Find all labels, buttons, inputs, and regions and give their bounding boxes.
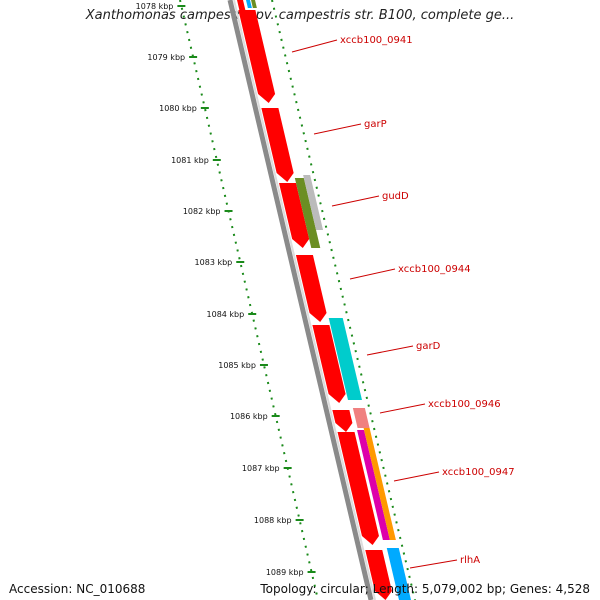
gene-block-gudD-rna xyxy=(303,175,324,230)
cds-block xyxy=(332,410,353,432)
gene-leader-line xyxy=(291,39,338,53)
cds-block xyxy=(295,255,327,322)
accession-text: Accession: NC_010688 xyxy=(9,582,146,596)
ruler-label: 1079 kbp xyxy=(147,53,185,62)
gene-block-xccb100_0947-b xyxy=(363,428,396,540)
ruler-label: 1082 kbp xyxy=(183,207,221,216)
cds-block xyxy=(312,325,346,403)
gene-block-garD xyxy=(328,318,362,400)
gene-leader-line xyxy=(393,471,440,482)
ruler-label: 1085 kbp xyxy=(218,361,256,370)
ruler-label: 1084 kbp xyxy=(207,310,245,319)
ruler-label: 1089 kbp xyxy=(266,568,304,577)
gene-label: rlhA xyxy=(460,555,480,566)
ruler-dots-outer xyxy=(271,0,416,600)
ruler-label: 1083 kbp xyxy=(195,258,233,267)
ruler-label: 1086 kbp xyxy=(230,412,268,421)
ruler-label: 1081 kbp xyxy=(171,156,209,165)
cds-block xyxy=(261,108,294,182)
genome-summary-text: Topology: circular; Length: 5,079,002 bp… xyxy=(260,582,590,596)
gene-leader-line xyxy=(331,195,380,207)
backbone-line xyxy=(227,0,374,600)
gene-block-xccb100_0947 xyxy=(357,430,390,540)
gene-label: gudD xyxy=(382,191,409,202)
backbone-highlight xyxy=(233,0,376,600)
gene-leader-line xyxy=(349,268,396,280)
cds-block xyxy=(337,432,379,545)
ruler-label: 1087 kbp xyxy=(242,464,280,473)
gene-label: garP xyxy=(364,119,387,130)
gene-label: garD xyxy=(416,341,441,352)
gene-block-top-olive xyxy=(251,0,257,8)
cds-block xyxy=(238,10,276,103)
gene-block-top-blue xyxy=(246,0,252,8)
ruler-label: 1080 kbp xyxy=(159,104,197,113)
cds-block xyxy=(279,183,310,248)
cds-block xyxy=(365,550,392,600)
gene-label: xccb100_0941 xyxy=(340,35,413,46)
gene-leader-line xyxy=(366,345,414,356)
map-title: Xanthomonas campestris pv. campestris st… xyxy=(85,8,515,23)
ruler-label: 1078 kbp xyxy=(136,2,174,11)
gene-label: xccb100_0946 xyxy=(428,399,501,410)
gene-block-xccb100_0946 xyxy=(352,408,370,428)
ruler-dots-inner xyxy=(179,0,319,600)
gene-leader-line xyxy=(409,559,458,569)
gene-label: xccb100_0944 xyxy=(398,264,471,275)
ruler-label: 1088 kbp xyxy=(254,516,292,525)
gene-leader-line xyxy=(313,123,362,135)
gene-block-gudD xyxy=(294,178,321,248)
gene-leader-line xyxy=(379,403,426,414)
gene-label: xccb100_0947 xyxy=(442,467,515,478)
gene-block-rlhA xyxy=(386,548,411,600)
